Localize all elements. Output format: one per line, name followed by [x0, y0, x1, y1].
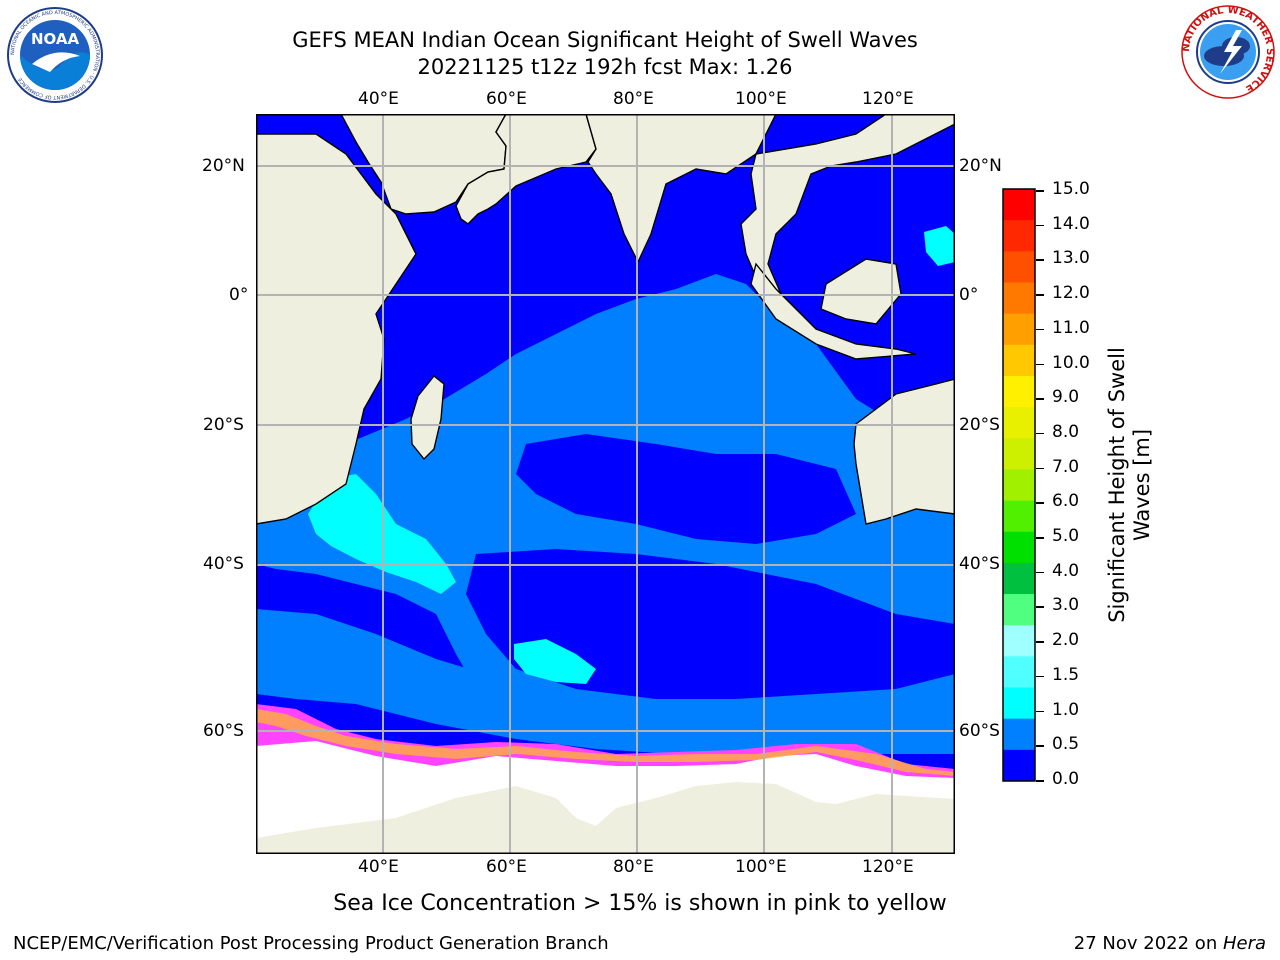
colorbar-segment — [1003, 344, 1035, 377]
colorbar-segment — [1003, 625, 1035, 657]
swell-band-south — [256, 609, 955, 754]
colorbar-tick-label: 5.0 — [1052, 526, 1080, 547]
colorbar-tick-label: 4.0 — [1052, 560, 1080, 581]
colorbar-tick-label: 11.0 — [1052, 317, 1090, 338]
swell-pocket-deep — [516, 434, 856, 544]
colorbar-tick-label: 8.0 — [1052, 421, 1080, 442]
colorbar-tick-label: 3.0 — [1052, 595, 1080, 616]
lat-tick-right: 20°N — [959, 156, 1002, 176]
colorbar-tick — [1036, 780, 1044, 782]
colorbar-tick-label: 9.0 — [1052, 387, 1080, 408]
colorbar-tick — [1036, 328, 1044, 331]
colorbar-tick-label: 14.0 — [1052, 213, 1090, 234]
lat-tick-right: 0° — [959, 285, 979, 305]
colorbar — [1002, 188, 1036, 782]
land-australia — [853, 378, 955, 525]
lat-tick-left: 60°S — [203, 721, 244, 741]
colorbar-tick — [1036, 675, 1044, 678]
colorbar-tick — [1036, 190, 1044, 192]
lon-tick-bottom: 60°E — [486, 857, 527, 877]
lon-tick-bottom: 40°E — [358, 857, 399, 877]
colorbar-segment — [1003, 220, 1035, 252]
lon-tick-bottom: 100°E — [735, 857, 787, 877]
colorbar-tick — [1036, 745, 1044, 747]
lon-tick-top: 100°E — [735, 89, 787, 109]
colorbar-segment — [1003, 251, 1035, 283]
colorbar-segment — [1003, 656, 1035, 689]
colorbar-tick — [1036, 398, 1044, 400]
colorbar-segment — [1003, 282, 1035, 315]
colorbar-tick-label: 1.5 — [1052, 664, 1080, 685]
colorbar-segment — [1003, 313, 1035, 346]
land-india — [585, 114, 777, 264]
colorbar-segment — [1003, 749, 1035, 782]
colorbar-tick-label: 2.0 — [1052, 630, 1080, 651]
colorbar-tick — [1036, 606, 1044, 608]
colorbar-segment — [1003, 531, 1035, 564]
land-southeast-asia — [740, 114, 955, 331]
colorbar-segment — [1003, 375, 1035, 408]
land-borneo — [820, 258, 902, 325]
colorbar-segment — [1003, 594, 1035, 626]
land-sumatra-java — [750, 262, 917, 360]
lat-tick-left: 20°S — [203, 415, 244, 435]
colorbar-tick — [1036, 363, 1044, 366]
colorbar-tick-label: 0.0 — [1052, 769, 1080, 789]
caption: Sea Ice Concentration > 15% is shown in … — [333, 891, 947, 916]
lat-tick-right: 40°S — [959, 554, 1000, 574]
colorbar-segment — [1003, 562, 1035, 595]
colorbar-tick — [1036, 224, 1044, 227]
colorbar-tick-label: 15.0 — [1052, 179, 1090, 199]
nws-logo: NATIONAL WEATHER SERVICE — [1181, 5, 1275, 99]
lon-tick-top: 40°E — [358, 89, 399, 109]
map-subtitle: 20221125 t12z 192h fcst Max: 1.26 — [417, 55, 793, 79]
colorbar-segment — [1003, 407, 1035, 439]
sea-ice-pink — [256, 704, 955, 778]
colorbar-tick-label: 13.0 — [1052, 248, 1090, 269]
colorbar-tick — [1036, 294, 1044, 296]
lon-tick-bottom: 80°E — [613, 857, 654, 877]
colorbar-tick-label: 1.0 — [1052, 699, 1080, 720]
swell-cyan-patch-3 — [924, 226, 955, 266]
lon-tick-top: 60°E — [486, 89, 527, 109]
colorbar-title: Significant Height of Swell Waves [m] — [1105, 347, 1154, 623]
map-title: GEFS MEAN Indian Ocean Significant Heigh… — [292, 28, 918, 52]
footer-timestamp: 27 Nov 2022 on Hera — [1073, 933, 1266, 954]
colorbar-tick — [1036, 710, 1044, 713]
svg-text:NOAA: NOAA — [31, 30, 80, 48]
lat-tick-right: 20°S — [959, 415, 1000, 435]
colorbar-segment — [1003, 718, 1035, 751]
swell-cyan-patch-2 — [514, 639, 596, 684]
colorbar-tick — [1036, 259, 1044, 261]
colorbar-tick — [1036, 641, 1044, 643]
colorbar-tick-label: 10.0 — [1052, 352, 1090, 373]
footer-credit: NCEP/EMC/Verification Post Processing Pr… — [13, 933, 609, 954]
colorbar-tick-label: 12.0 — [1052, 283, 1090, 304]
colorbar-segment — [1003, 500, 1035, 533]
colorbar-tick — [1036, 571, 1044, 574]
colorbar-tick-label: 6.0 — [1052, 491, 1080, 512]
swell-pocket-deep-2 — [466, 549, 955, 699]
graticule — [256, 114, 955, 854]
colorbar-tick — [1036, 502, 1044, 504]
land-madagascar — [410, 375, 445, 461]
lat-tick-right: 60°S — [959, 721, 1000, 741]
lat-tick-left: 20°N — [202, 156, 245, 176]
colorbar-tick — [1036, 432, 1044, 435]
lat-tick-left: 40°S — [203, 554, 244, 574]
colorbar-tick — [1036, 537, 1044, 539]
lon-tick-top: 120°E — [862, 89, 914, 109]
lat-tick-left: 0° — [229, 285, 249, 305]
colorbar-tick-label: 7.0 — [1052, 456, 1080, 477]
colorbar-segment — [1003, 189, 1035, 221]
colorbar-tick-label: 0.5 — [1052, 734, 1080, 755]
colorbar-tick — [1036, 467, 1044, 470]
colorbar-segment — [1003, 469, 1035, 502]
noaa-logo: NOAA NATIONAL OCEANIC AND ATMOSPHERIC AD… — [7, 7, 103, 103]
swell-height-map — [256, 114, 955, 854]
colorbar-segment — [1003, 438, 1035, 470]
lon-tick-bottom: 120°E — [862, 857, 914, 877]
lon-tick-top: 80°E — [613, 89, 654, 109]
colorbar-segment — [1003, 687, 1035, 720]
